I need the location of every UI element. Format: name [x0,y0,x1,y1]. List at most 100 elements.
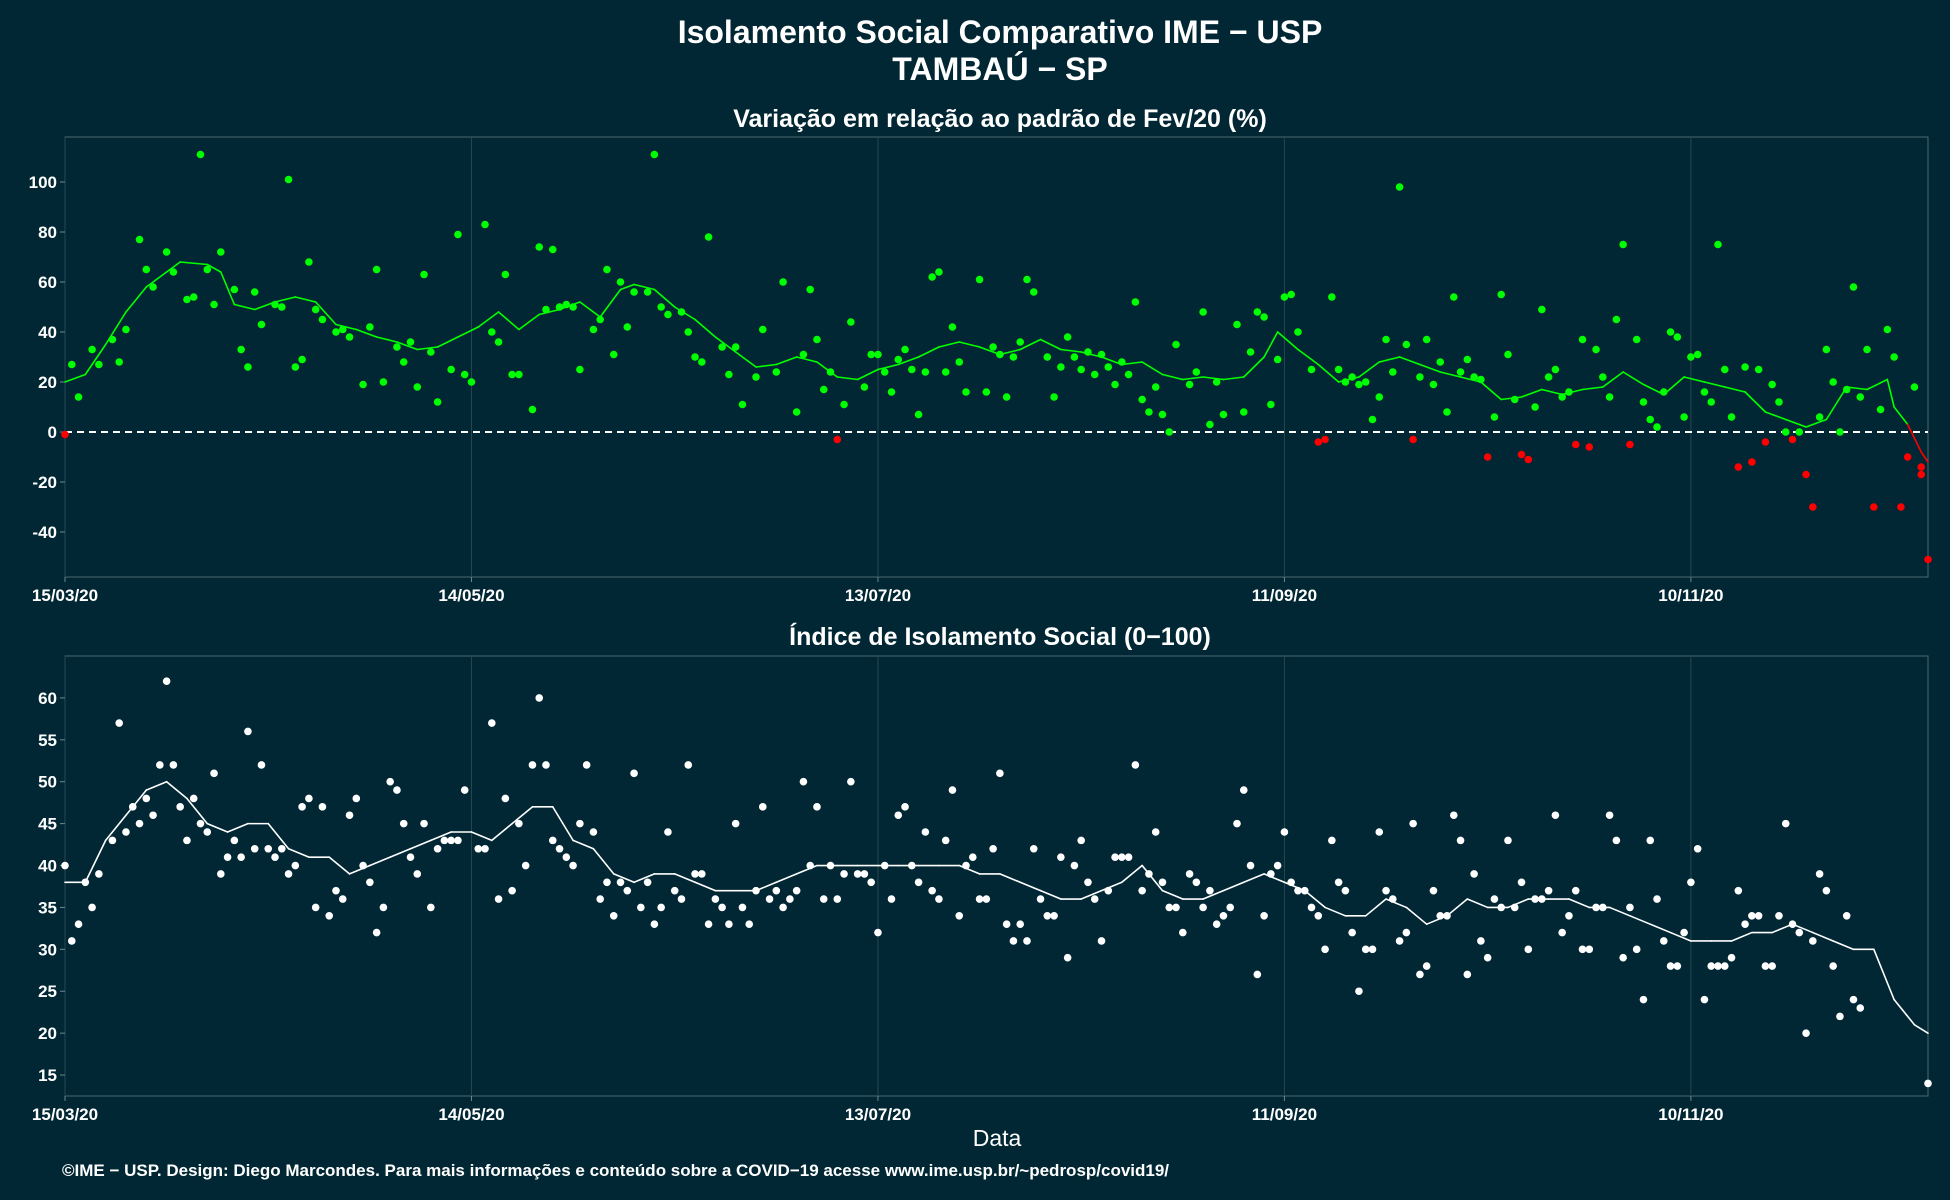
data-point [61,430,69,439]
moving-average-segment [1080,889,1103,900]
data-point [108,335,117,344]
moving-average-segment [1629,915,1652,925]
x-tick-label: 14/05/20 [438,586,504,605]
data-point [840,400,848,409]
data-point [650,920,659,928]
data-point [1090,370,1099,379]
data-point [1646,415,1655,424]
data-point [1829,378,1837,386]
data-point [210,769,218,778]
data-point [1653,895,1661,903]
data-point [630,288,638,296]
data-point [1856,393,1865,401]
data-point [562,300,571,309]
data-point [95,360,103,369]
moving-average-segment [1222,881,1245,892]
moving-average-segment [1161,889,1184,900]
data-point [284,870,293,878]
data-point [1856,1004,1865,1012]
data-point [657,903,665,912]
data-point [643,878,652,887]
data-point [1131,761,1140,769]
data-point [399,358,408,366]
data-point [731,343,740,351]
data-point [528,405,537,414]
data-point [1328,293,1336,301]
data-point [1822,345,1831,354]
data-point [1585,945,1594,954]
data-point [1714,240,1722,249]
data-point [935,268,943,276]
data-point [1402,928,1411,937]
moving-average-segment [1263,331,1279,358]
data-point [1592,903,1600,912]
data-point [664,310,672,319]
panel2-grid [64,656,1692,1096]
data-point [698,870,706,878]
data-point [1538,305,1546,314]
data-point [989,844,997,853]
data-point [494,895,503,903]
data-point [501,270,510,279]
moving-average-segment [165,780,188,800]
moving-average-segment [877,363,900,371]
data-point [1470,870,1478,878]
data-point [880,368,889,376]
data-point [1151,383,1160,391]
moving-average-segment [1480,381,1503,401]
data-point [914,410,923,419]
data-point [1903,453,1912,461]
main-subtitle: TAMBAÚ − SP [892,51,1107,87]
data-point [1375,828,1384,836]
data-point [467,378,476,386]
data-point [569,303,577,311]
data-point [1436,358,1445,366]
data-point [61,861,69,870]
data-point [1077,836,1085,845]
moving-average-segment [328,856,351,875]
data-point [217,870,225,878]
data-point [508,370,516,379]
data-point [637,903,645,912]
data-point [1687,353,1695,361]
data-point [1531,895,1539,903]
x-tick-label: 10/11/20 [1658,586,1723,605]
moving-average-segment [1466,898,1489,909]
data-point [1050,393,1058,401]
moving-average-segment [1845,386,1868,391]
data-point [1158,410,1167,419]
data-point [1463,355,1472,364]
data-point [379,903,388,912]
data-point [582,761,591,769]
data-point [576,365,584,374]
data-point [867,350,875,359]
data-point [1009,937,1018,945]
data-point [1219,912,1228,920]
data-point [1016,920,1025,928]
data-point [433,398,442,406]
data-point [548,245,557,254]
data-point [1422,962,1431,970]
data-point [921,828,930,836]
data-point [359,380,367,389]
y-tick-label: 40 [38,857,57,876]
moving-average-segment [1378,356,1401,363]
data-point [1307,365,1316,374]
data-point [1280,293,1289,301]
data-point [1910,383,1919,391]
data-point [1639,995,1648,1004]
data-point [955,358,964,366]
data-point [1775,912,1783,920]
data-point [1212,378,1221,386]
data-point [1727,953,1736,962]
data-point [535,694,544,702]
data-point [1395,937,1404,945]
data-point [1029,288,1038,296]
data-point [372,265,381,274]
data-point [169,268,178,276]
data-point [156,761,164,769]
data-point [1199,903,1207,912]
data-point [955,912,964,920]
data-point [1666,328,1675,336]
data-point [1368,945,1377,954]
